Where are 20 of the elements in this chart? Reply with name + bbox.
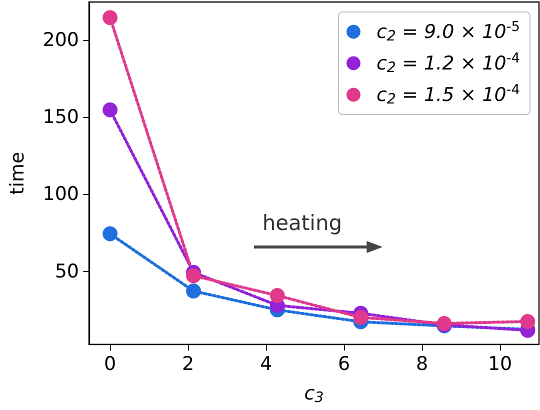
y-tick-label: 50 — [54, 260, 79, 282]
point — [520, 314, 536, 329]
y-tick-label: 150 — [42, 106, 79, 128]
x-tick-label: 0 — [104, 352, 116, 375]
annotation: heating — [262, 211, 342, 236]
point — [186, 284, 202, 299]
point — [102, 226, 118, 242]
point — [102, 10, 118, 26]
point — [270, 288, 285, 304]
y-axis-title: time — [6, 152, 28, 195]
y-tick-label: 200 — [42, 28, 79, 51]
x-tick-label: 6 — [338, 352, 350, 375]
y-tick-label: 100 — [42, 183, 79, 206]
x-tick-label: 8 — [416, 352, 428, 375]
x-tick-label: 2 — [182, 352, 194, 375]
x-tick-label: 4 — [260, 352, 272, 375]
point — [186, 268, 202, 284]
point — [102, 102, 118, 118]
x-tick-label: 10 — [488, 352, 512, 375]
point — [353, 310, 368, 325]
